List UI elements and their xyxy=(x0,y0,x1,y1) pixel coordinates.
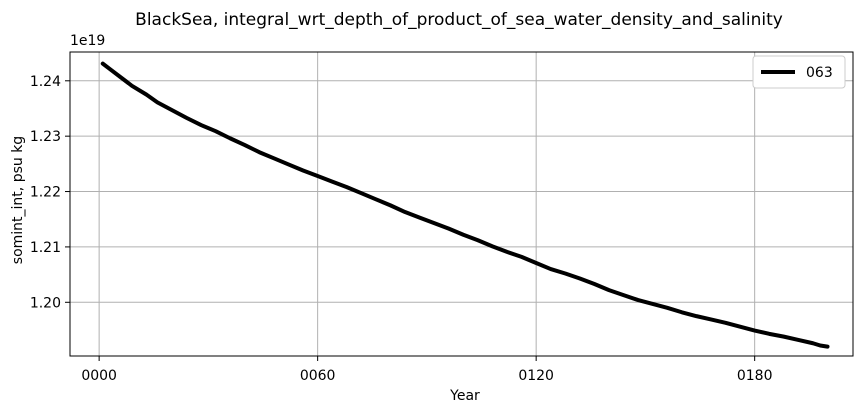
x-tick-label: 0060 xyxy=(300,368,336,384)
y-tick-label: 1.24 xyxy=(30,74,61,90)
y-tick-label: 1.23 xyxy=(30,129,61,145)
y-tick-label: 1.20 xyxy=(30,295,61,311)
grid-lines xyxy=(70,52,853,356)
y-axis-ticks: 1.20 1.21 1.22 1.23 1.24 xyxy=(30,74,70,311)
legend-box xyxy=(752,55,846,89)
x-axis-label: Year xyxy=(449,388,480,404)
series-line-063 xyxy=(100,61,830,349)
x-tick-label: 0120 xyxy=(518,368,554,384)
y-offset-label: 1e19 xyxy=(70,33,105,49)
x-tick-label: 0180 xyxy=(737,368,773,384)
y-axis-label: somint_int, psu kg xyxy=(10,136,26,264)
plot-frame xyxy=(69,51,854,357)
x-tick-label: 0000 xyxy=(81,368,117,384)
legend: 063 xyxy=(752,55,846,89)
y-tick-label: 1.22 xyxy=(30,185,61,201)
y-tick-label: 1.21 xyxy=(30,240,61,256)
legend-label: 063 xyxy=(806,65,833,81)
chart-title: BlackSea, integral_wrt_depth_of_product_… xyxy=(135,10,783,30)
x-axis-ticks: 0000 0060 0120 0180 xyxy=(81,356,772,384)
